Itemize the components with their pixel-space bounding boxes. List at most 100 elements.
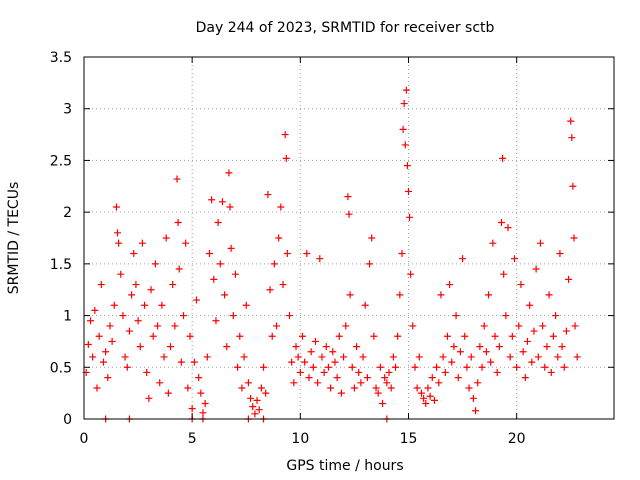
- data-point: [515, 322, 523, 330]
- data-point: [112, 203, 120, 211]
- data-point: [392, 363, 400, 371]
- data-point: [485, 291, 493, 299]
- data-point: [311, 337, 319, 345]
- data-point: [528, 358, 536, 366]
- data-point: [571, 322, 579, 330]
- data-point: [411, 363, 419, 371]
- x-axis-label: GPS time / hours: [286, 458, 403, 474]
- data-point: [225, 169, 233, 177]
- data-point: [110, 301, 118, 309]
- data-point: [130, 250, 138, 258]
- data-point: [342, 322, 350, 330]
- data-point: [539, 322, 547, 330]
- data-point: [84, 341, 92, 349]
- data-point: [435, 379, 443, 387]
- data-point: [439, 353, 447, 361]
- data-point: [229, 312, 237, 320]
- y-axis-label: SRMTID / TECUs: [6, 182, 22, 295]
- data-point: [174, 218, 182, 226]
- data-point: [498, 218, 506, 226]
- data-point: [547, 368, 555, 376]
- data-point: [221, 291, 229, 299]
- x-tick-label: 15: [400, 431, 418, 447]
- data-point: [389, 353, 397, 361]
- data-point: [324, 363, 332, 371]
- data-point: [97, 281, 105, 289]
- data-point: [180, 312, 188, 320]
- data-point: [236, 332, 244, 340]
- data-point: [467, 353, 475, 361]
- data-point: [400, 100, 408, 108]
- data-point: [541, 363, 549, 371]
- data-point: [461, 332, 469, 340]
- data-point: [201, 399, 209, 407]
- data-point: [286, 312, 294, 320]
- data-point: [104, 374, 112, 382]
- data-point: [415, 353, 423, 361]
- data-point: [359, 353, 367, 361]
- data-point: [374, 389, 382, 397]
- data-point: [156, 379, 164, 387]
- data-point: [420, 394, 428, 402]
- data-point: [136, 343, 144, 351]
- data-point: [177, 358, 185, 366]
- data-point: [361, 301, 369, 309]
- data-point: [138, 239, 146, 247]
- data-point: [443, 332, 451, 340]
- data-point: [249, 403, 257, 411]
- data-point: [407, 270, 415, 278]
- data-point: [106, 322, 114, 330]
- data-point: [433, 363, 441, 371]
- data-point: [465, 384, 473, 392]
- data-point: [417, 389, 425, 397]
- data-point: [192, 296, 200, 304]
- data-point: [160, 353, 168, 361]
- data-point: [270, 260, 278, 268]
- data-point: [203, 353, 211, 361]
- data-point: [290, 379, 298, 387]
- data-point: [448, 358, 456, 366]
- data-point: [446, 281, 454, 289]
- data-point: [499, 154, 507, 162]
- data-point: [366, 260, 374, 268]
- data-point: [348, 363, 356, 371]
- data-point: [567, 117, 575, 125]
- data-point: [406, 213, 414, 221]
- data-point: [210, 275, 218, 283]
- data-point: [385, 368, 393, 376]
- data-point: [188, 405, 196, 413]
- data-point: [495, 343, 503, 351]
- data-point: [554, 353, 562, 361]
- data-point: [422, 399, 430, 407]
- data-point: [171, 322, 179, 330]
- data-point: [363, 374, 371, 382]
- data-point: [489, 239, 497, 247]
- data-point: [184, 384, 192, 392]
- data-point: [536, 239, 544, 247]
- data-point: [175, 265, 183, 273]
- x-axis: 0 5 10 15 20: [80, 57, 526, 447]
- data-point: [424, 384, 432, 392]
- data-point: [482, 348, 490, 356]
- data-point: [121, 353, 129, 361]
- data-point: [346, 291, 354, 299]
- data-point: [459, 255, 467, 263]
- data-points: [82, 86, 581, 423]
- data-point: [182, 239, 190, 247]
- data-point: [99, 358, 107, 366]
- data-point: [283, 250, 291, 258]
- data-point: [534, 353, 542, 361]
- data-point: [257, 384, 265, 392]
- data-point: [474, 379, 482, 387]
- data-point: [340, 353, 348, 361]
- y-tick-label: 3: [63, 102, 72, 118]
- x-tick-label: 10: [291, 431, 309, 447]
- data-point: [167, 343, 175, 351]
- data-point: [162, 234, 170, 242]
- data-point: [307, 348, 315, 356]
- data-point: [556, 250, 564, 258]
- data-point: [394, 332, 402, 340]
- data-point: [186, 332, 194, 340]
- x-tick-label: 20: [508, 431, 526, 447]
- data-point: [132, 281, 140, 289]
